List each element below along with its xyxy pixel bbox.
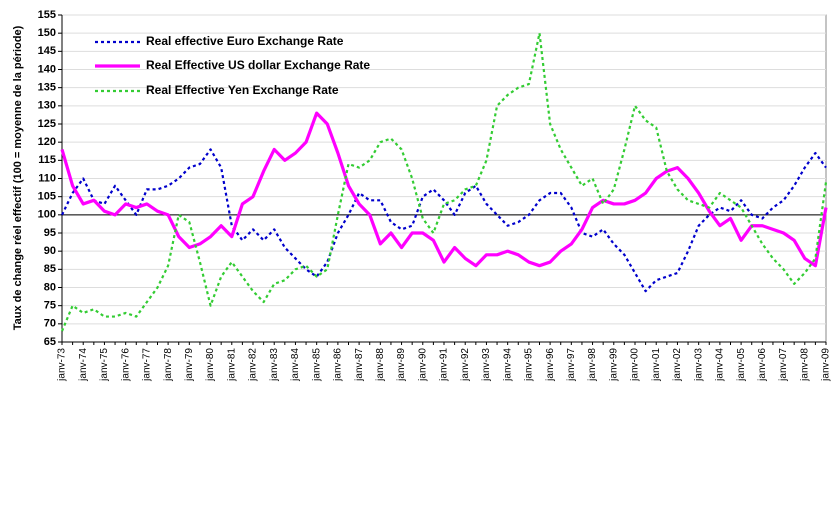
x-tick-label: janv-94 xyxy=(502,348,513,382)
series-line xyxy=(60,111,828,268)
x-tick-label: janv-80 xyxy=(205,348,216,382)
x-tick-label: janv-77 xyxy=(142,348,153,382)
x-tick-label: janv-91 xyxy=(439,348,450,382)
y-tick-label: 150 xyxy=(38,27,56,39)
legend-label: Real Effective Yen Exchange Rate xyxy=(146,83,339,97)
y-tick-label: 110 xyxy=(38,172,56,184)
x-tick-label: janv-99 xyxy=(608,348,619,382)
x-tick-label: janv-78 xyxy=(163,348,174,382)
y-tick-label: 145 xyxy=(38,45,56,57)
y-tick-label: 85 xyxy=(44,263,56,275)
x-tick-label: janv-85 xyxy=(311,348,322,382)
legend-label: Real effective Euro Exchange Rate xyxy=(146,34,344,48)
y-tick-label: 105 xyxy=(38,191,56,203)
x-tick-label: janv-00 xyxy=(630,348,641,382)
x-tick-label: janv-07 xyxy=(778,348,789,382)
x-tick-label: janv-74 xyxy=(78,348,89,382)
y-tick-label: 120 xyxy=(38,136,56,148)
x-tick-label: janv-08 xyxy=(799,348,810,382)
legend-label: Real Effective US dollar Exchange Rate xyxy=(146,58,370,72)
series-line xyxy=(61,148,827,293)
x-tick-label: janv-73 xyxy=(57,348,68,382)
y-tick-label: 155 xyxy=(38,9,56,21)
x-tick-label: janv-06 xyxy=(757,348,768,382)
y-tick-label: 70 xyxy=(44,318,56,330)
y-tick-label: 95 xyxy=(44,227,56,239)
x-tick-label: janv-05 xyxy=(736,348,747,382)
x-tick-label: janv-79 xyxy=(184,348,195,382)
x-tick-label: janv-96 xyxy=(545,348,556,382)
x-tick-label: janv-92 xyxy=(460,348,471,382)
x-tick-label: janv-81 xyxy=(226,348,237,382)
x-tick-label: janv-89 xyxy=(396,348,407,382)
x-tick-label: janv-83 xyxy=(269,348,280,382)
y-tick-label: 115 xyxy=(38,154,56,166)
x-tick-label: janv-02 xyxy=(672,348,683,382)
x-tick-label: janv-87 xyxy=(354,348,365,382)
y-tick-label: 125 xyxy=(38,118,56,130)
x-tick-label: janv-84 xyxy=(290,348,301,382)
x-tick-label: janv-04 xyxy=(715,348,726,382)
y-tick-label: 100 xyxy=(38,209,56,221)
x-tick-label: janv-09 xyxy=(821,348,832,382)
y-tick-label: 90 xyxy=(44,245,56,257)
x-tick-label: janv-90 xyxy=(417,348,428,382)
y-tick-label: 130 xyxy=(38,100,56,112)
x-tick-label: janv-76 xyxy=(120,348,131,382)
y-tick-label: 75 xyxy=(44,300,56,312)
y-tick-label: 135 xyxy=(38,82,56,94)
x-tick-label: janv-95 xyxy=(524,348,535,382)
x-tick-label: janv-93 xyxy=(481,348,492,382)
x-tick-label: janv-82 xyxy=(248,348,259,382)
x-tick-label: janv-98 xyxy=(587,348,598,382)
y-tick-label: 80 xyxy=(44,281,56,293)
x-tick-label: janv-97 xyxy=(566,348,577,382)
y-axis-label: Taux de change réel effectif (100 = moye… xyxy=(12,25,24,330)
x-tick-label: janv-03 xyxy=(693,348,704,382)
x-tick-label: janv-75 xyxy=(99,348,110,382)
y-tick-label: 140 xyxy=(38,63,56,75)
series-line xyxy=(60,32,828,332)
y-tick-label: 65 xyxy=(44,336,56,348)
x-tick-label: janv-88 xyxy=(375,348,386,382)
x-tick-label: janv-86 xyxy=(333,348,344,382)
x-tick-label: janv-01 xyxy=(651,348,662,382)
